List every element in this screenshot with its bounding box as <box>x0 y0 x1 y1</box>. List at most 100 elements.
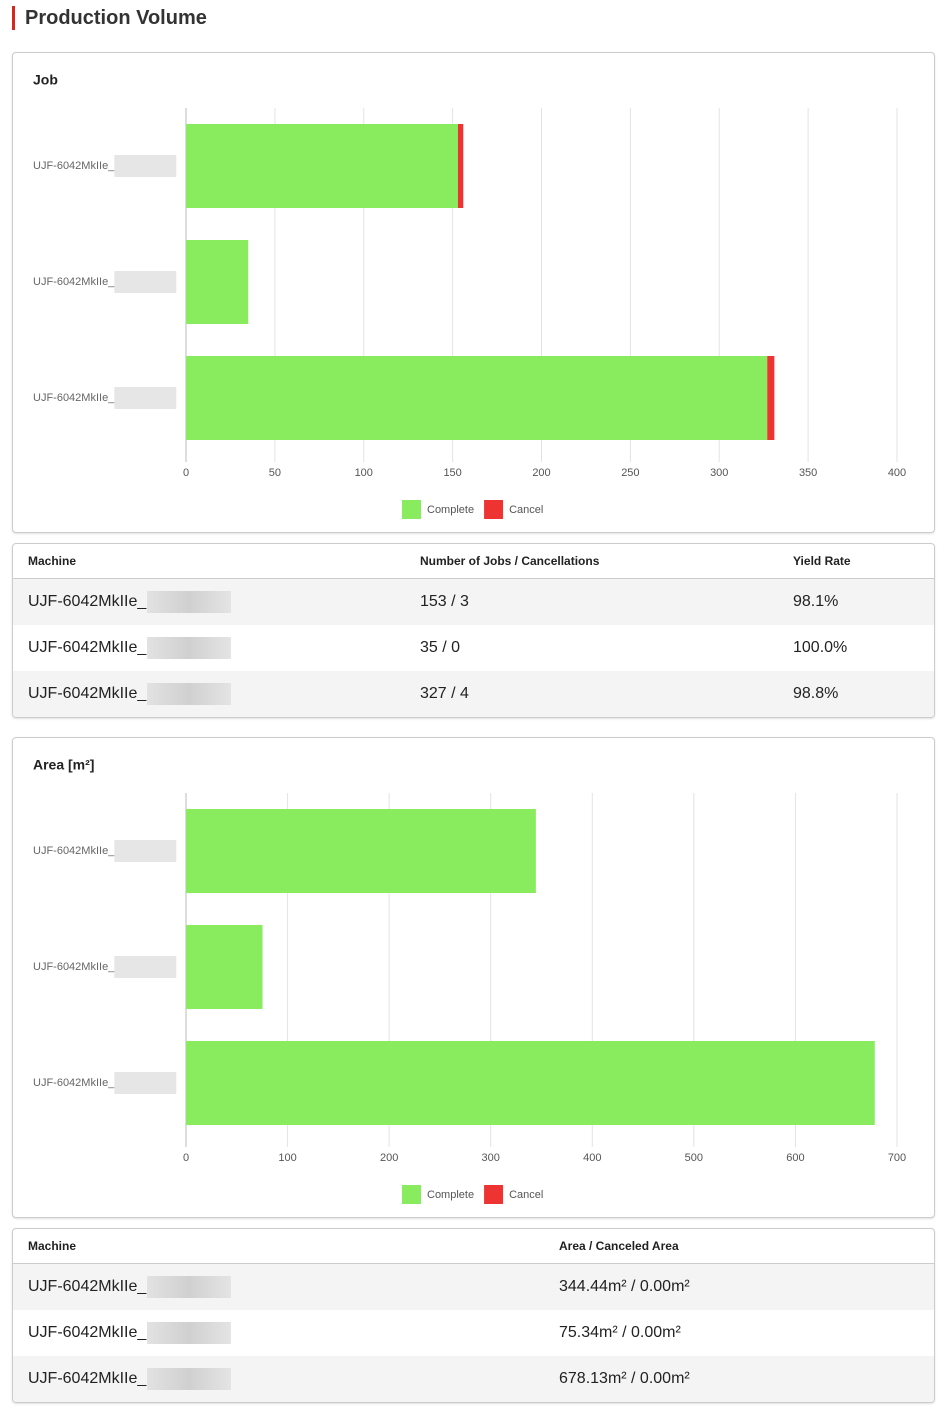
chart-title: Area [m²] <box>33 757 94 773</box>
redacted-text <box>147 1276 232 1298</box>
y-tick-label: UJF-6042MkIIe_ <box>33 160 115 172</box>
table-cell: 98.1% <box>793 579 838 625</box>
cell-text: UJF-6042MkIIe_ <box>28 1370 147 1387</box>
x-tick-label: 700 <box>888 1152 906 1164</box>
column-header: Area / Canceled Area <box>559 1239 679 1253</box>
cell-text: UJF-6042MkIIe_ <box>28 639 147 656</box>
cell-text: 35 / 0 <box>420 639 461 656</box>
table-header: Machine Area / Canceled Area <box>13 1229 934 1264</box>
table-row: UJF-6042MkIIe_ 327 / 4 98.8% <box>13 671 934 717</box>
y-tick-label: UJF-6042MkIIe_ <box>33 392 115 404</box>
column-header: Machine <box>28 1239 77 1253</box>
table-cell: 678.13m² / 0.00m² <box>559 1356 690 1402</box>
table-cell: UJF-6042MkIIe_ <box>28 625 232 671</box>
redacted-label <box>114 956 177 978</box>
x-tick-label: 400 <box>583 1152 601 1164</box>
table-cell: UJF-6042MkIIe_ <box>28 1356 232 1402</box>
bar <box>186 1041 875 1125</box>
table-header: Machine Number of Jobs / Cancellations Yie… <box>13 544 934 579</box>
page-title: Production Volume <box>12 6 207 30</box>
legend-label: Cancel <box>509 504 543 516</box>
data-table: Machine Number of Jobs / Cancellations Yie… <box>12 543 935 718</box>
legend-swatch <box>484 500 504 519</box>
x-tick-label: 100 <box>278 1152 296 1164</box>
legend-swatch <box>402 1185 421 1204</box>
chart: Job 0 50 100 150 200 250 300 350 400 UJF-6042MkIIe… <box>33 72 906 519</box>
column-header: Number of Jobs / Cancellations <box>420 554 600 568</box>
cell-text: UJF-6042MkIIe_ <box>28 1324 147 1341</box>
x-tick-label: 50 <box>269 467 281 479</box>
cell-text: 153 / 3 <box>420 593 469 610</box>
y-tick-label: UJF-6042MkIIe_ <box>33 961 115 973</box>
x-tick-label: 100 <box>355 467 373 479</box>
cell-text: 98.1% <box>793 593 839 610</box>
table-row: UJF-6042MkIIe_ 678.13m² / 0.00m² <box>13 1356 934 1402</box>
y-tick-label: UJF-6042MkIIe_ <box>33 276 115 288</box>
column-header: Machine <box>28 554 77 568</box>
redacted-text <box>147 1368 232 1390</box>
x-tick-label: 350 <box>799 467 817 479</box>
redacted-label <box>114 1072 177 1094</box>
redacted-text <box>147 591 232 613</box>
table-cell: UJF-6042MkIIe_ <box>28 1264 232 1310</box>
table-cell: UJF-6042MkIIe_ <box>28 579 232 625</box>
x-tick-label: 300 <box>482 1152 500 1164</box>
x-tick-label: 0 <box>183 467 189 479</box>
redacted-label <box>114 387 177 409</box>
table-row: UJF-6042MkIIe_ 153 / 3 98.1% <box>13 579 934 625</box>
table-cell: 153 / 3 <box>420 579 469 625</box>
x-tick-label: 200 <box>532 467 550 479</box>
legend-swatch <box>484 1185 504 1204</box>
cell-text: 75.34m² / 0.00m² <box>559 1324 681 1341</box>
table-cell: 100.0% <box>793 625 847 671</box>
table-cell: UJF-6042MkIIe_ <box>28 671 232 717</box>
redacted-text <box>147 637 232 659</box>
chart-card: Job 0 50 100 150 200 250 300 350 400 UJF-6042MkIIe… <box>12 52 935 533</box>
y-tick-label: UJF-6042MkIIe_ <box>33 1077 115 1089</box>
cell-text: 98.8% <box>793 685 839 702</box>
x-tick-label: 150 <box>443 467 461 479</box>
bar <box>186 356 768 440</box>
data-table: Machine Area / Canceled Area UJF-6042MkIIe… <box>12 1228 935 1403</box>
redacted-label <box>114 271 177 293</box>
x-tick-label: 400 <box>888 467 906 479</box>
x-tick-label: 200 <box>380 1152 398 1164</box>
cell-text: UJF-6042MkIIe_ <box>28 1278 147 1295</box>
y-tick-label: UJF-6042MkIIe_ <box>33 845 115 857</box>
x-tick-label: 600 <box>786 1152 804 1164</box>
cell-text: 344.44m² / 0.00m² <box>559 1278 690 1295</box>
legend-label: Complete <box>427 1189 474 1201</box>
redacted-label <box>114 840 177 862</box>
column-header: Yield Rate <box>793 554 851 568</box>
bar <box>186 124 458 208</box>
table-cell: UJF-6042MkIIe_ <box>28 1310 232 1356</box>
table-cell: 35 / 0 <box>420 625 460 671</box>
bar <box>457 124 464 208</box>
legend-swatch <box>402 500 421 519</box>
redacted-text <box>147 683 232 705</box>
bar <box>767 356 775 440</box>
x-tick-label: 500 <box>685 1152 703 1164</box>
legend-label: Cancel <box>509 1189 543 1201</box>
table-cell: 344.44m² / 0.00m² <box>559 1264 690 1310</box>
chart-card: Area [m²] 0 100 200 300 400 500 600 700 UJF-6042M… <box>12 737 935 1218</box>
table-row: UJF-6042MkIIe_ 35 / 0 100.0% <box>13 625 934 671</box>
cell-text: UJF-6042MkIIe_ <box>28 685 147 702</box>
x-tick-label: 250 <box>621 467 639 479</box>
cell-text: 327 / 4 <box>420 685 469 702</box>
cell-text: 678.13m² / 0.00m² <box>559 1370 690 1387</box>
cell-text: UJF-6042MkIIe_ <box>28 593 147 610</box>
chart-title: Job <box>33 72 58 88</box>
cell-text: 100.0% <box>793 639 848 656</box>
table-row: UJF-6042MkIIe_ 344.44m² / 0.00m² <box>13 1264 934 1310</box>
table-cell: 75.34m² / 0.00m² <box>559 1310 681 1356</box>
bar <box>186 809 536 893</box>
x-tick-label: 0 <box>183 1152 189 1164</box>
bar <box>186 240 249 324</box>
table-cell: 98.8% <box>793 671 838 717</box>
x-tick-label: 300 <box>710 467 728 479</box>
bar <box>186 925 263 1009</box>
redacted-label <box>114 155 177 177</box>
table-cell: 327 / 4 <box>420 671 469 717</box>
